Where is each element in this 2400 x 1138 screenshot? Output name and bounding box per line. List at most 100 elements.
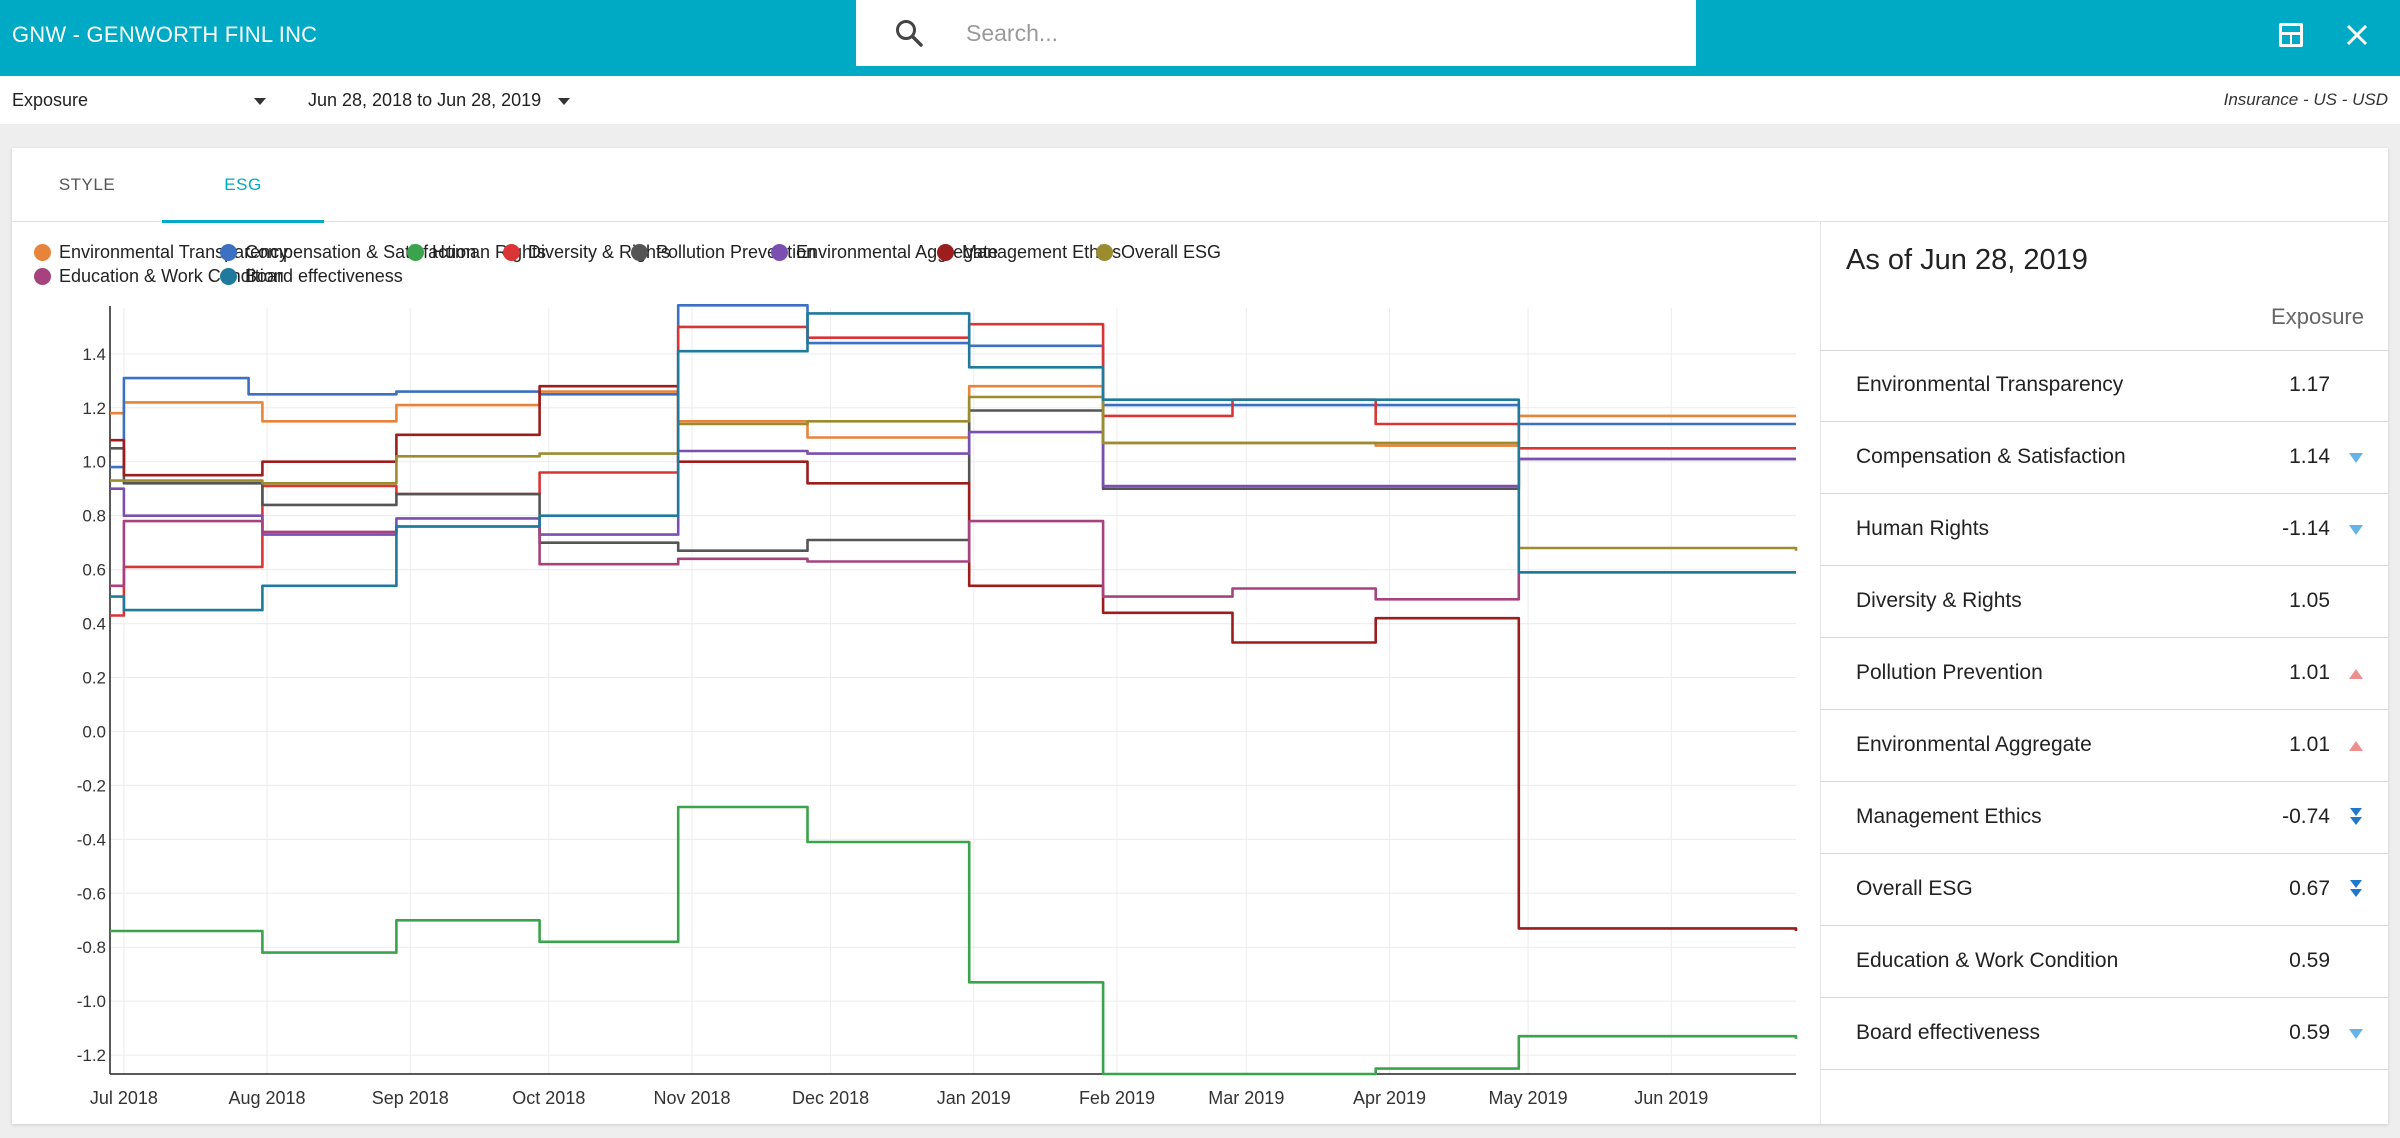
- exposure-row-management-ethics[interactable]: Management Ethics -0.74: [1820, 782, 2388, 854]
- factor-value: -0.74: [2282, 805, 2330, 828]
- factor-value: 1.17: [2289, 373, 2330, 396]
- double-arrow-down-icon: [2350, 880, 2362, 897]
- x-tick-label: Oct 2018: [512, 1088, 585, 1108]
- x-tick-label: Feb 2019: [1079, 1088, 1155, 1108]
- legend-swatch: [407, 244, 424, 261]
- series-line-compensation-and-satisfaction: [110, 304, 1796, 469]
- legend-swatch: [220, 244, 237, 261]
- x-tick-label: Apr 2019: [1353, 1088, 1426, 1108]
- chevron-down-icon: [254, 98, 266, 105]
- legend-label: Pollution Prevention: [656, 242, 817, 262]
- series-line-human-rights: [110, 805, 1798, 1076]
- exposure-row-pollution-prevention[interactable]: Pollution Prevention 1.01: [1820, 638, 2388, 710]
- factor-name: Environmental Aggregate: [1856, 733, 2092, 756]
- analysis-card: STYLE ESG Environmental Transparency Comp…: [12, 148, 2388, 1124]
- series-line-pollution-prevention: [110, 409, 1796, 552]
- y-tick-label: 0.8: [82, 507, 106, 526]
- factor-value: 1.01: [2289, 661, 2330, 684]
- series-line-education-and-work-condition: [110, 519, 1796, 601]
- top-bar: GNW - GENWORTH FINL INC Search...: [0, 0, 2400, 76]
- legend-label: Overall ESG: [1121, 242, 1222, 262]
- series-line-board-effectiveness: [110, 312, 1796, 612]
- legend-label: Board effectiveness: [245, 266, 403, 286]
- factor-value: 1.05: [2289, 589, 2330, 612]
- layout-icon[interactable]: [2276, 20, 2306, 50]
- x-tick-label: May 2019: [1489, 1088, 1568, 1108]
- exposure-row-board-effectiveness[interactable]: Board effectiveness 0.59: [1820, 998, 2388, 1070]
- as-of-title: As of Jun 28, 2019: [1846, 244, 2088, 276]
- security-title: GNW - GENWORTH FINL INC: [12, 22, 318, 47]
- factor-name: Compensation & Satisfaction: [1856, 445, 2126, 468]
- panel-divider: [1820, 222, 1821, 1124]
- search-box[interactable]: Search...: [856, 0, 1696, 66]
- series-line-management-ethics: [110, 384, 1798, 931]
- toolbar: Exposure Jun 28, 2018 to Jun 28, 2019 In…: [0, 76, 2400, 124]
- factor-value: -1.14: [2282, 517, 2330, 540]
- series-line-environmental-transparency: [110, 384, 1796, 447]
- x-tick-label: Jan 2019: [937, 1088, 1011, 1108]
- date-range-dropdown[interactable]: Jun 28, 2018 to Jun 28, 2019: [308, 88, 578, 114]
- x-tick-label: Nov 2018: [653, 1088, 730, 1108]
- metric-dropdown-value: Exposure: [12, 90, 89, 110]
- esg-line-chart: -1.2 -1.0 -0.8 -0.6 -0.4 -0.2 0.0 0.2 0.4 0.6 0.8 1…: [77, 304, 1798, 1108]
- x-tick-label: Jun 2019: [1634, 1088, 1708, 1108]
- y-tick-label: 1.4: [82, 345, 106, 364]
- arrow-down-icon: [2349, 1029, 2363, 1039]
- exposure-column-header: Exposure: [2271, 304, 2364, 329]
- search-input[interactable]: Search...: [966, 20, 1059, 46]
- exposure-row-diversity-and-rights[interactable]: Diversity & Rights 1.05: [1820, 566, 2388, 638]
- y-tick-label: -0.2: [77, 776, 106, 795]
- legend-swatch: [34, 244, 51, 261]
- arrow-up-icon: [2349, 741, 2363, 751]
- exposure-row-environmental-aggregate[interactable]: Environmental Aggregate 1.01: [1820, 710, 2388, 782]
- y-tick-label: 1.0: [82, 453, 106, 472]
- legend-label: Diversity & Rights: [528, 242, 671, 262]
- exposure-row-environmental-transparency[interactable]: Environmental Transparency 1.17: [1820, 350, 2388, 422]
- y-tick-label: -0.6: [77, 884, 106, 903]
- x-tick-label: Jul 2018: [90, 1088, 158, 1108]
- y-tick-label: 0.4: [82, 615, 106, 634]
- y-tick-label: 0.2: [82, 669, 106, 688]
- sector-label: Insurance - US - USD: [2223, 90, 2388, 109]
- search-icon[interactable]: [894, 18, 924, 48]
- legend-swatch: [771, 244, 788, 261]
- factor-value: 0.59: [2289, 1021, 2330, 1044]
- x-tick-label: Dec 2018: [792, 1088, 869, 1108]
- chevron-down-icon: [558, 98, 570, 105]
- y-tick-label: -1.2: [77, 1046, 106, 1065]
- legend-swatch: [503, 244, 520, 261]
- factor-value: 1.01: [2289, 733, 2330, 756]
- x-tick-label: Mar 2019: [1208, 1088, 1284, 1108]
- factor-name: Human Rights: [1856, 517, 1990, 540]
- tab-style[interactable]: STYLE: [12, 148, 162, 222]
- factor-name: Education & Work Condition: [1856, 949, 2119, 972]
- legend-swatch: [631, 244, 648, 261]
- legend-swatch: [220, 268, 237, 285]
- exposure-row-education-and-work-condition[interactable]: Education & Work Condition 0.59: [1820, 926, 2388, 998]
- legend-label: Management Ethics: [962, 242, 1122, 262]
- exposure-row-human-rights[interactable]: Human Rights -1.14: [1820, 494, 2388, 566]
- legend-swatch: [1096, 244, 1113, 261]
- close-icon[interactable]: [2342, 20, 2372, 50]
- factor-name: Board effectiveness: [1856, 1021, 2041, 1044]
- tab-esg[interactable]: ESG: [162, 148, 324, 223]
- legend-swatch: [937, 244, 954, 261]
- date-range-value: Jun 28, 2018 to Jun 28, 2019: [308, 90, 542, 110]
- factor-name: Management Ethics: [1856, 805, 2042, 828]
- exposure-row-overall-esg[interactable]: Overall ESG 0.67: [1820, 854, 2388, 926]
- arrow-down-icon: [2349, 525, 2363, 535]
- factor-name: Environmental Transparency: [1856, 373, 2124, 396]
- table-divider: [1820, 350, 2388, 351]
- y-tick-label: 0.6: [82, 561, 106, 580]
- arrow-down-icon: [2349, 453, 2363, 463]
- metric-dropdown[interactable]: Exposure: [12, 88, 270, 114]
- y-tick-label: 0.0: [82, 722, 106, 741]
- exposure-row-compensation-and-satisfaction[interactable]: Compensation & Satisfaction 1.14: [1820, 422, 2388, 494]
- factor-name: Overall ESG: [1856, 877, 1973, 900]
- factor-name: Diversity & Rights: [1856, 589, 2022, 612]
- y-tick-label: -0.4: [77, 830, 106, 849]
- factor-value: 0.67: [2289, 877, 2330, 900]
- tab-bar: STYLE ESG: [12, 148, 2388, 223]
- y-tick-label: -0.8: [77, 938, 106, 957]
- x-tick-label: Sep 2018: [372, 1088, 449, 1108]
